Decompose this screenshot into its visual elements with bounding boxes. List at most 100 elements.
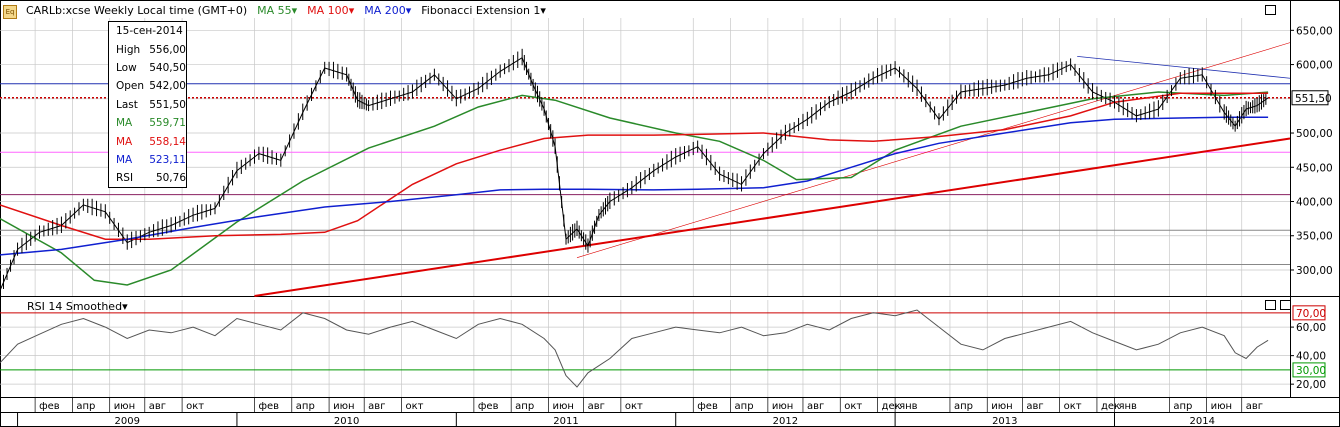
fibonacci-label: Fibonacci Extension 1 xyxy=(421,3,541,17)
month-label: авг xyxy=(1026,401,1043,412)
rsi-tick-label: 20,00 xyxy=(1296,379,1326,391)
month-label: июн xyxy=(333,401,354,412)
month-label: апр xyxy=(296,401,315,412)
fibonacci-dropdown-icon: ▾ xyxy=(540,3,546,17)
month-label: янв xyxy=(1118,401,1137,412)
rsi-tick-label: 40,00 xyxy=(1296,351,1326,363)
year-label: 2011 xyxy=(553,416,578,427)
tooltip-date: 15-сен-2014 xyxy=(116,25,183,38)
rsi-panel-title[interactable]: RSI 14 Smoothed▾ xyxy=(27,300,128,313)
ma200-legend[interactable]: MA 200▾ xyxy=(364,4,411,17)
tooltip-key: MA xyxy=(116,153,133,166)
tooltip-row: Last 551,50 xyxy=(109,96,186,114)
trend-line-resistance xyxy=(1077,55,1291,79)
rsi-level-label: 30,00 xyxy=(1296,365,1326,377)
tooltip-row: Low 540,50 xyxy=(109,59,186,77)
series-ma-100 xyxy=(0,92,1269,240)
ma200-dropdown-icon: ▾ xyxy=(405,3,412,17)
ma100-legend[interactable]: MA 100▾ xyxy=(307,4,354,17)
price-tick-label: 400,00 xyxy=(1296,197,1333,209)
data-tooltip: 15-сен-2014 High 556,00 Low 540,50 Open 542,0… xyxy=(108,21,187,188)
ma55-legend[interactable]: MA 55▾ xyxy=(257,4,297,17)
month-label: дек xyxy=(1101,401,1120,412)
tooltip-value: 540,50 xyxy=(149,61,186,74)
trend-line-support xyxy=(254,137,1291,297)
month-label: фев xyxy=(697,401,718,412)
price-tick-label: 650,00 xyxy=(1296,25,1333,37)
month-label: дек xyxy=(882,401,901,412)
tooltip-key: RSI xyxy=(116,172,134,185)
month-label: окт xyxy=(405,401,423,412)
year-label: 2010 xyxy=(334,416,359,427)
year-label: 2009 xyxy=(115,416,140,427)
month-label: фев xyxy=(39,401,60,412)
ma100-label: MA 100 xyxy=(307,3,349,17)
tooltip-key: Open xyxy=(116,80,145,93)
rsi-dropdown-icon: ▾ xyxy=(122,300,128,313)
year-label: 2014 xyxy=(1190,416,1215,427)
month-label: окт xyxy=(186,401,204,412)
year-label: 2012 xyxy=(773,416,798,427)
month-label: окт xyxy=(844,401,862,412)
month-label: авг xyxy=(1246,401,1263,412)
chart-header: CARLb:xcse Weekly Local time (GMT+0) MA … xyxy=(26,2,546,18)
tooltip-row: Open 542,00 xyxy=(109,77,186,95)
rsi-title-label: RSI 14 Smoothed xyxy=(27,300,123,313)
fibonacci-projection-line xyxy=(576,42,1291,258)
rsi-tick-label: 60,00 xyxy=(1296,322,1326,334)
month-label: апр xyxy=(735,401,754,412)
tooltip-key: Low xyxy=(116,61,137,74)
tooltip-value: 556,00 xyxy=(149,43,186,56)
tooltip-row: MA 558,14 xyxy=(109,132,186,150)
tooltip-key: MA xyxy=(116,135,133,148)
rsi-level-tag xyxy=(1292,305,1326,321)
series-ma-200 xyxy=(0,116,1269,256)
last-price-tag xyxy=(1291,90,1329,106)
series-rsi xyxy=(0,309,1269,388)
month-label: авг xyxy=(368,401,385,412)
tooltip-key: MA xyxy=(116,117,133,130)
month-label: окт xyxy=(625,401,643,412)
tooltip-value: 558,14 xyxy=(149,135,186,148)
month-label: фев xyxy=(478,401,499,412)
ma200-label: MA 200 xyxy=(364,3,406,17)
month-label: июн xyxy=(1211,401,1232,412)
rsi-level-tag xyxy=(1292,362,1326,378)
month-label: апр xyxy=(76,401,95,412)
series-ma-55 xyxy=(0,91,1269,286)
fibonacci-legend[interactable]: Fibonacci Extension 1▾ xyxy=(421,4,546,17)
price-tick-label: 350,00 xyxy=(1296,231,1333,243)
month-label: апр xyxy=(954,401,973,412)
month-label: авг xyxy=(149,401,166,412)
rsi-level-label: 70,00 xyxy=(1296,308,1326,320)
month-label: июн xyxy=(991,401,1012,412)
month-label: июн xyxy=(772,401,793,412)
series-last xyxy=(0,56,1269,291)
tooltip-value: 50,76 xyxy=(155,172,186,185)
equity-icon: Eq xyxy=(3,5,17,19)
month-label: авг xyxy=(807,401,824,412)
ma55-label: MA 55 xyxy=(257,3,292,17)
ma55-dropdown-icon: ▾ xyxy=(291,3,298,17)
tooltip-row: MA 559,71 xyxy=(109,114,186,132)
month-label: фев xyxy=(258,401,279,412)
close-rsi-panel-icon[interactable] xyxy=(1280,300,1291,310)
month-label: апр xyxy=(1173,401,1192,412)
tooltip-row: RSI 50,76 xyxy=(109,169,186,187)
maximize-rsi-panel-icon[interactable] xyxy=(1265,300,1276,310)
maximize-price-panel-icon[interactable] xyxy=(1265,5,1276,15)
ma100-dropdown-icon: ▾ xyxy=(348,3,355,17)
price-tick-label: 300,00 xyxy=(1296,265,1333,277)
price-tick-label: 500,00 xyxy=(1296,128,1333,140)
tooltip-key: High xyxy=(116,43,141,56)
month-label: апр xyxy=(515,401,534,412)
price-tick-label: 600,00 xyxy=(1296,60,1333,72)
tooltip-row: MA 523,11 xyxy=(109,151,186,169)
month-label: янв xyxy=(899,401,918,412)
tooltip-key: Last xyxy=(116,98,138,111)
last-price-label: 551,50 xyxy=(1295,93,1332,105)
tooltip-value: 559,71 xyxy=(149,117,186,130)
instrument-title[interactable]: CARLb:xcse Weekly Local time (GMT+0) xyxy=(26,3,248,17)
month-label: июн xyxy=(114,401,135,412)
